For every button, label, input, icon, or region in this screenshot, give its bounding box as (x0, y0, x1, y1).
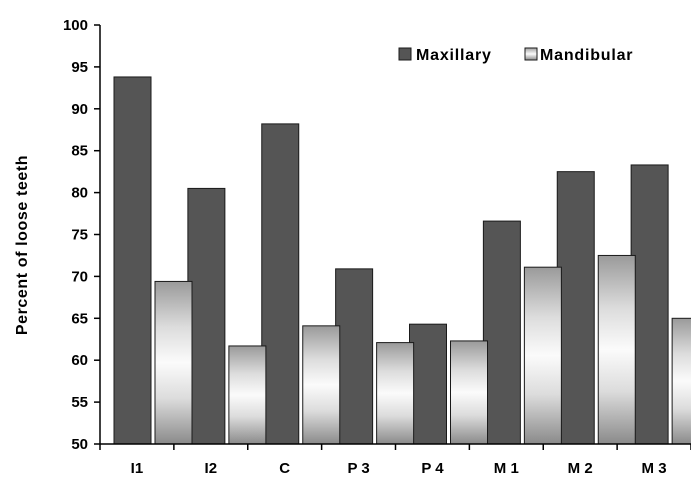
legend: Maxillary Mandibular (398, 47, 633, 64)
bar-maxillary-m1 (482, 220, 521, 445)
bar-maxillary-i1 (113, 76, 152, 445)
x-category-label: C (279, 460, 290, 477)
bars (113, 76, 691, 445)
bar-maxillary-i2 (187, 187, 226, 445)
x-category-label: P 4 (421, 460, 444, 477)
bar-mandibular-i1 (154, 280, 193, 445)
bar-mandibular-i2 (228, 345, 267, 445)
bar-maxillary-p4 (409, 323, 447, 445)
y-axis-label-group: Percent of loose teeth (14, 155, 31, 335)
bar-maxillary-c (261, 123, 300, 445)
legend-label-mandibular: Mandibular (540, 47, 633, 64)
legend-label-maxillary: Maxillary (416, 47, 492, 64)
y-tick-label: 50 (71, 436, 88, 453)
y-tick-label: 55 (71, 394, 88, 411)
x-category-label: I2 (205, 460, 218, 477)
bar-mandibular-p4 (450, 340, 488, 445)
y-axis-ticks: 50 55 60 65 70 75 80 85 90 95 100 (63, 17, 100, 453)
bar-mandibular-p3 (376, 342, 415, 445)
y-axis-label: Percent of loose teeth (14, 155, 31, 335)
bar-maxillary-p3 (335, 268, 374, 445)
x-category-label: I1 (131, 460, 144, 477)
legend-swatch-maxillary (398, 47, 412, 61)
x-category-label: M 3 (642, 460, 667, 477)
y-tick-label: 85 (71, 143, 88, 160)
bar-mandibular-m1 (523, 266, 562, 445)
x-category-label: P 3 (347, 460, 369, 477)
bar-mandibular-m3 (671, 317, 691, 445)
y-tick-label: 90 (71, 101, 88, 118)
legend-swatch-mandibular (524, 47, 538, 61)
bar-maxillary-m3 (630, 164, 669, 445)
y-tick-label: 75 (71, 227, 88, 244)
x-axis-ticks: I1 I2 C P 3 P 4 M 1 M 2 M 3 (99, 444, 691, 477)
y-tick-label: 70 (71, 268, 88, 285)
bar-mandibular-m2 (597, 254, 636, 445)
y-tick-label: 65 (71, 310, 88, 327)
x-category-label: M 2 (568, 460, 593, 477)
y-tick-label: 95 (71, 59, 88, 76)
bar-maxillary-m2 (556, 171, 595, 445)
bar-mandibular-c (302, 325, 341, 445)
y-tick-label: 60 (71, 352, 88, 369)
x-category-label: M 1 (494, 460, 519, 477)
y-tick-label: 100 (63, 17, 88, 34)
y-tick-label: 80 (71, 185, 88, 202)
